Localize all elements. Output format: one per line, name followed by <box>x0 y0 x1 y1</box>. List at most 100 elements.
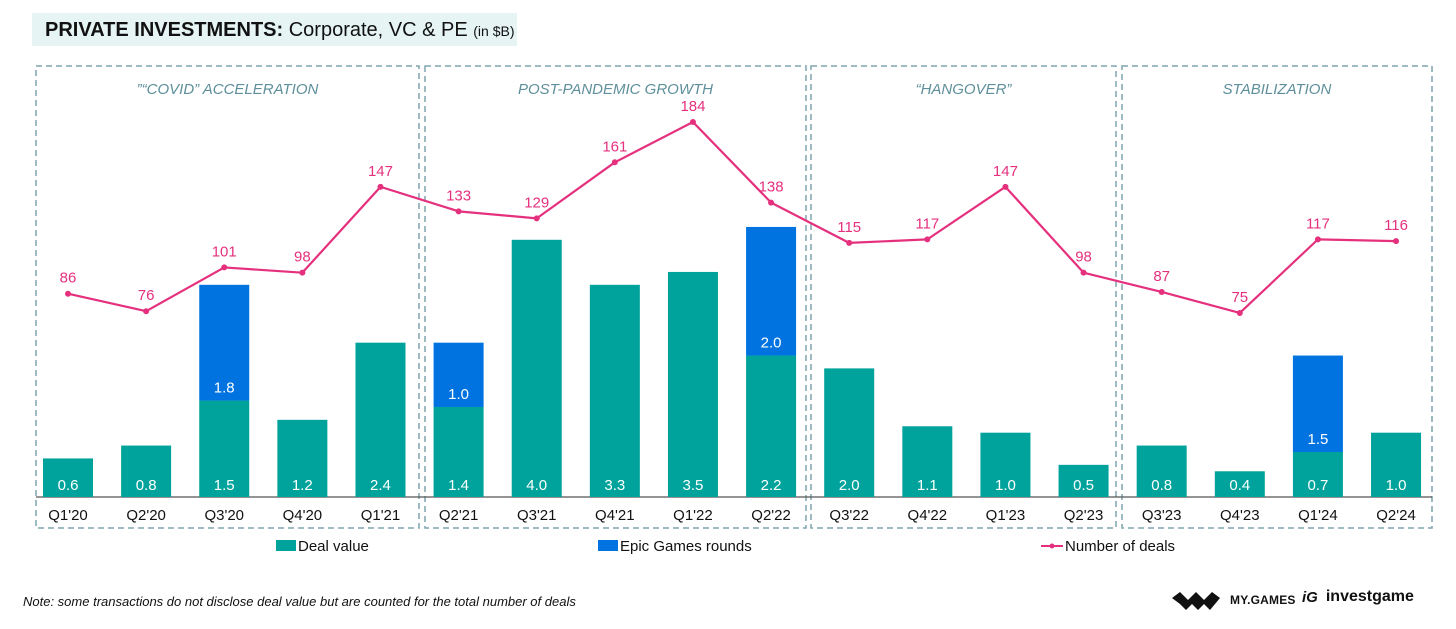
bar-epic-games <box>1292 355 1343 452</box>
title-subtitle: Corporate, VC & PE <box>288 19 468 41</box>
x-tick-label: Q2'22 <box>751 507 791 524</box>
legend-swatch-deal-value <box>276 540 296 551</box>
line-data-label: 117 <box>915 215 939 232</box>
x-tick-label: Q1'20 <box>48 507 88 524</box>
bar-deal-value <box>1058 464 1109 497</box>
x-tick-label: Q2'21 <box>439 507 479 524</box>
x-tick-label: Q4'22 <box>908 507 948 524</box>
bar-label-deal-value: 0.6 <box>58 477 79 494</box>
labels-layer: 0.6 0.8 1.5 1.8 1.2 2.4 1.4 1.0 4.0 3.3 3.5 2.2 2.0 2… <box>58 98 1408 494</box>
line-data-label: 147 <box>993 163 1018 180</box>
bar-deal-value <box>1214 471 1265 497</box>
line-point <box>1393 238 1400 245</box>
line-point <box>533 215 540 222</box>
line-point <box>299 269 306 276</box>
bar-label-deal-value: 1.4 <box>448 477 469 494</box>
bar-deal-value <box>199 400 250 497</box>
line-data-label: 117 <box>1306 215 1330 232</box>
bar-label-deal-value: 3.5 <box>683 477 704 494</box>
legend-label-epic-games: Epic Games rounds <box>620 538 752 555</box>
bar-deal-value <box>355 342 406 497</box>
bar-label-deal-value: 3.3 <box>604 477 625 494</box>
bar-deal-value <box>667 271 718 497</box>
investgame-logo: iG investgame <box>1302 588 1414 606</box>
bar-label-deal-value: 0.5 <box>1073 477 1094 494</box>
line-data-label: 161 <box>602 138 627 155</box>
bar-label-deal-value: 0.8 <box>136 477 157 494</box>
investgame-wordmark: investgame <box>1325 588 1414 605</box>
bar-label-epic-games: 2.0 <box>761 335 782 352</box>
bar-label-epic-games: 1.0 <box>448 386 469 403</box>
period-box <box>810 65 1117 529</box>
legend-label-deal-value: Deal value <box>298 538 369 555</box>
line-point <box>221 264 228 271</box>
bar-epic-games <box>746 226 797 356</box>
bar-deal-value <box>902 426 953 497</box>
line-data-label: 116 <box>1384 217 1408 234</box>
axis-layer: Q1'20 Q2'20 Q3'20 Q4'20 Q1'21 Q2'21 Q3'21 Q4'21… <box>36 496 1432 524</box>
line-data-label: 98 <box>294 249 311 266</box>
bar-label-deal-value: 2.0 <box>839 477 860 494</box>
mygames-logo: MY.GAMES <box>1170 588 1296 612</box>
periods-layer: ”“COVID” ACCELERATION POST-PANDEMIC GROWT… <box>35 65 1433 529</box>
x-tick-label: Q4'20 <box>283 507 323 524</box>
line-point <box>611 159 618 166</box>
bar-label-deal-value: 2.2 <box>761 477 782 494</box>
line-data-label: 138 <box>759 179 784 196</box>
mygames-wordmark: MY.GAMES <box>1230 593 1296 607</box>
line-point <box>455 208 462 215</box>
x-tick-label: Q3'23 <box>1142 507 1182 524</box>
chart-title: PRIVATE INVESTMENTS: Corporate, VC & PE … <box>45 19 515 42</box>
line-point <box>1158 288 1165 295</box>
period-box <box>1121 65 1433 529</box>
bar-deal-value <box>1136 445 1187 497</box>
line-data-label: 76 <box>138 287 155 304</box>
line-data-label: 147 <box>368 163 393 180</box>
bar-deal-value <box>511 239 562 498</box>
line-point <box>689 119 696 125</box>
period-box <box>35 65 420 529</box>
line-point <box>65 290 71 297</box>
line-data-label: 98 <box>1075 249 1092 266</box>
x-tick-label: Q1'24 <box>1298 507 1338 524</box>
bar-deal-value <box>824 368 875 497</box>
period-box <box>424 65 807 529</box>
line-data-label: 75 <box>1231 289 1248 306</box>
line-point <box>846 239 853 246</box>
period-label: STABILIZATION <box>1223 81 1332 98</box>
bar-label-deal-value: 4.0 <box>526 477 547 494</box>
bar-epic-games <box>433 342 484 407</box>
line-layer <box>65 119 1400 316</box>
line-data-label: 129 <box>524 194 549 211</box>
bar-label-epic-games: 1.5 <box>1307 431 1328 448</box>
title-background <box>32 13 517 46</box>
bar-label-deal-value: 0.8 <box>1151 477 1172 494</box>
bar-label-deal-value: 2.4 <box>370 477 391 494</box>
line-point <box>768 199 775 206</box>
period-label: “HANGOVER” <box>916 81 1013 98</box>
bar-deal-value <box>43 458 93 497</box>
bar-deal-value <box>746 355 797 497</box>
bar-label-deal-value: 1.0 <box>1386 477 1407 494</box>
line-number-of-deals <box>67 120 1397 315</box>
bar-label-deal-value: 1.0 <box>995 477 1016 494</box>
line-point <box>924 236 931 243</box>
period-label: ”“COVID” ACCELERATION <box>137 81 319 98</box>
x-tick-label: Q4'23 <box>1220 507 1260 524</box>
bar-deal-value <box>589 284 640 497</box>
bar-deal-value <box>121 445 172 497</box>
bar-label-deal-value: 1.5 <box>214 477 235 494</box>
legend-label-number-of-deals: Number of deals <box>1065 538 1175 555</box>
legend-swatch-epic-games <box>598 540 618 551</box>
x-tick-label: Q3'22 <box>829 507 869 524</box>
title-bold: PRIVATE INVESTMENTS: <box>45 19 284 41</box>
x-tick-label: Q2'20 <box>126 507 166 524</box>
line-point <box>143 308 150 315</box>
bar-label-deal-value: 1.1 <box>917 477 938 494</box>
line-data-label: 87 <box>1153 268 1170 285</box>
bar-epic-games <box>199 284 250 401</box>
bar-deal-value <box>1292 451 1343 497</box>
line-data-label: 133 <box>446 187 471 204</box>
x-tick-label: Q3'20 <box>204 507 244 524</box>
